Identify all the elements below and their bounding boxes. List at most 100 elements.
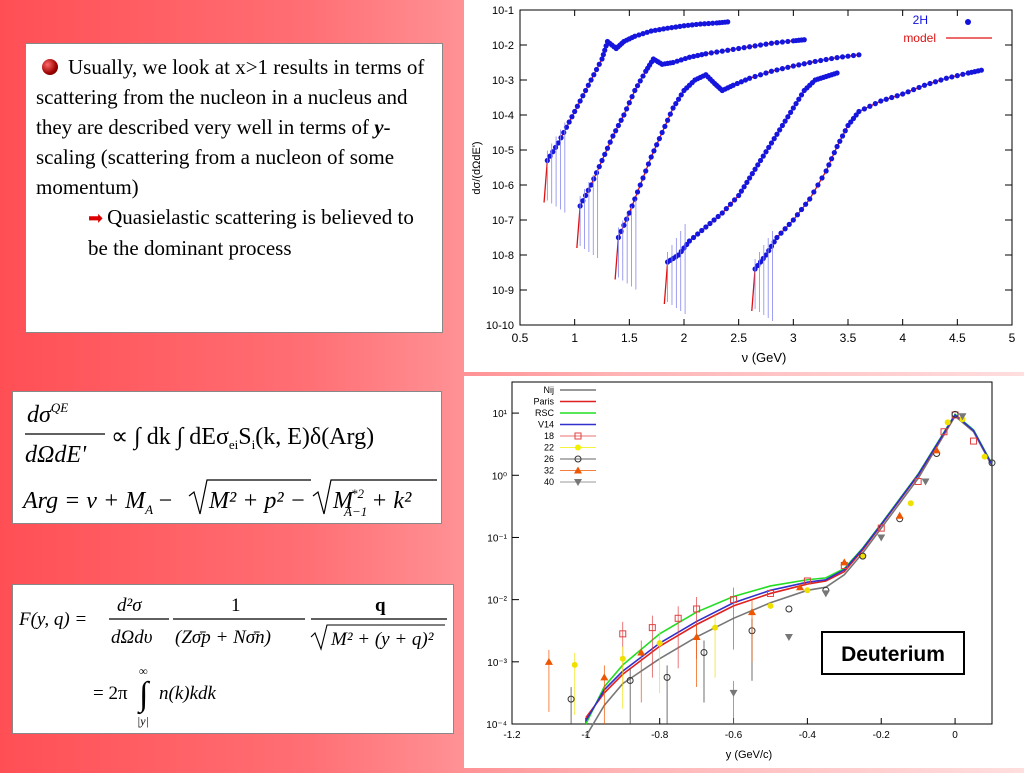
top-data-point: [905, 89, 911, 95]
top-data-point: [725, 47, 731, 53]
top-data-point: [774, 234, 780, 241]
top-data-point: [665, 25, 671, 31]
top-data-point: [656, 136, 662, 142]
top-data-point: [785, 114, 791, 120]
bot-legend-label: 18: [544, 431, 554, 441]
bot-xlabel: y (GeV/c): [726, 749, 772, 761]
bot-point-22: [619, 655, 626, 662]
bot-y-tick-label: 10⁻⁴: [486, 720, 507, 731]
bullet-main-text-1: Usually, we look at x>1 results in terms…: [36, 55, 425, 139]
top-data-point: [768, 140, 775, 146]
top-data-point: [785, 38, 791, 45]
bot-legend-marker: [575, 444, 581, 451]
equation-box-2: F(y, q) = d²σ dΩdυ 1 (Zσ̄p + Nσ̄n) q M² …: [12, 584, 454, 734]
top-data-point: [588, 182, 594, 188]
top-x-tick-label: 3.5: [840, 331, 857, 345]
top-data-point: [954, 73, 960, 79]
top-x-tick-label: 1.5: [621, 331, 638, 345]
eq2-line2: = 2π: [93, 683, 128, 704]
top-data-point: [734, 80, 740, 87]
equation-2: F(y, q) = d²σ dΩdυ 1 (Zσ̄p + Nσ̄n) q M² …: [18, 595, 447, 728]
top-data-point: [807, 59, 813, 66]
bot-point-32: [895, 511, 904, 519]
bot-legend-label: 26: [544, 454, 554, 464]
deuterium-label: Deuterium: [841, 643, 945, 666]
eq2-lhs: F(y, q) =: [18, 609, 87, 630]
eq1-arg-sqrt1: M² + p² −: [208, 488, 306, 514]
bot-legend-label: Nij: [544, 385, 555, 395]
top-data-point: [591, 176, 597, 182]
top-data-point: [744, 179, 750, 185]
top-data-point: [600, 52, 606, 58]
top-data-point: [660, 26, 667, 32]
top-data-point: [596, 61, 602, 67]
top-x-tick-label: 0.5: [512, 331, 529, 345]
top-data-point: [755, 162, 761, 168]
bot-point-22: [767, 602, 774, 609]
svg-text:∝ ∫ dk ∫ dEσeiSi(k, E)δ(Arg): ∝ ∫ dk ∫ dEσeiSi(k, E)δ(Arg): [111, 424, 374, 452]
bot-x-tick-label: -1.2: [503, 730, 521, 741]
bot-legend-label: RSC: [535, 408, 555, 418]
bot-point-32: [600, 673, 609, 681]
top-data-point: [803, 201, 809, 207]
top-data-point: [670, 59, 676, 66]
bot-curve-nij: [585, 414, 993, 737]
top-data-point: [727, 201, 734, 207]
top-data-point: [845, 122, 851, 129]
top-data-point: [558, 135, 564, 141]
top-data-point: [561, 129, 567, 136]
top-x-tick-label: 1: [571, 331, 578, 345]
top-data-point: [823, 56, 829, 63]
top-data-point: [768, 243, 775, 249]
top-data-point: [747, 75, 753, 81]
top-data-point: [678, 92, 684, 98]
top-data-point: [856, 52, 862, 58]
top-data-point: [686, 238, 693, 244]
eq1-arg-msub: A: [144, 502, 153, 517]
top-data-point: [793, 101, 799, 107]
bot-x-tick-label: -0.4: [799, 730, 817, 741]
top-data-point: [779, 39, 785, 45]
bot-point-22: [804, 587, 811, 594]
top-model-curve-2: [614, 54, 860, 280]
bot-point-26: [785, 605, 793, 613]
top-data-point: [629, 203, 635, 209]
top-data-point: [741, 45, 747, 51]
top-data-point: [662, 123, 668, 129]
top-data-point: [648, 28, 654, 34]
eq1-rhs: ∝ ∫ dk ∫ dEσ: [111, 424, 229, 451]
bot-legend-label: 32: [544, 466, 554, 476]
top-xlabel: ν (GeV): [742, 350, 787, 365]
bot-point-32: [932, 446, 941, 454]
top-data-point: [673, 24, 679, 30]
top-data-point: [669, 24, 675, 31]
top-data-point: [878, 98, 884, 104]
bot-x-tick-label: -0.2: [873, 730, 891, 741]
top-data-point: [685, 22, 691, 28]
top-data-point: [703, 224, 709, 230]
eq2-frac3-den: M² + (y + q)²: [330, 629, 434, 650]
top-data-point: [845, 53, 851, 59]
bot-legend-label: 40: [544, 477, 554, 487]
top-data-point: [749, 171, 755, 177]
eq2-frac1-num: d²σ: [117, 595, 142, 616]
top-data-point: [596, 164, 602, 170]
top-data-point: [911, 87, 917, 93]
top-data-point: [774, 40, 780, 46]
top-data-point: [621, 222, 627, 228]
top-data-point: [763, 41, 769, 47]
top-data-point: [850, 115, 857, 122]
top-data-point: [763, 70, 769, 76]
top-data-point: [693, 21, 699, 28]
top-y-tick-label: 10-7: [492, 215, 514, 227]
top-data-point: [747, 44, 753, 50]
top-data-point: [763, 149, 769, 155]
top-data-point: [686, 54, 693, 60]
top-data-point: [599, 157, 605, 164]
svg-text:Arg = ν + MA−: Arg = ν + MA −: [21, 488, 173, 517]
top-data-point: [812, 58, 818, 65]
top-data-point: [711, 217, 717, 223]
top-data-point: [730, 46, 736, 52]
top-data-point: [839, 54, 846, 60]
eq2-int-upper: ∞: [139, 664, 148, 678]
